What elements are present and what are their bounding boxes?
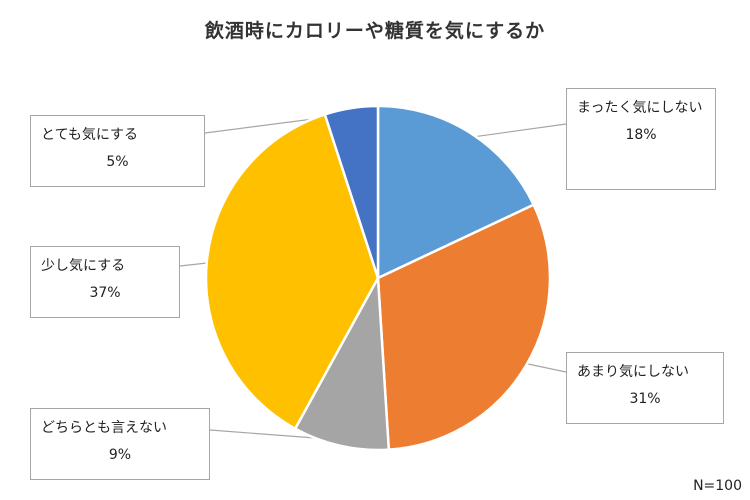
- callout-neither: どちらとも言えない 9%: [30, 408, 210, 480]
- chart-title: 飲酒時にカロリーや糖質を気にするか: [204, 20, 546, 42]
- pie-slice-neither: [293, 276, 391, 452]
- slice-label: まったく気にしない: [577, 100, 703, 116]
- slice-percent: 9%: [108, 446, 132, 463]
- slice-percent: 31%: [629, 390, 661, 407]
- pie-slice-very: [323, 104, 380, 280]
- slice-percent: 37%: [89, 284, 121, 301]
- pie-slice-much-not: [376, 104, 535, 280]
- leader-line-much-not: [466, 123, 567, 139]
- slice-label: とても気にする: [41, 127, 139, 143]
- slice-percent: 5%: [106, 153, 129, 170]
- leader-line-not-much: [520, 361, 567, 373]
- pie-slice-not-much: [376, 203, 552, 451]
- sample-size-note: N=100: [693, 478, 742, 494]
- slice-percent: 18%: [625, 126, 657, 143]
- callout-much-not: まったく気にしない 18%: [566, 88, 716, 190]
- pie-slice-somewhat: [204, 113, 380, 430]
- slice-label: どちらとも言えない: [41, 420, 167, 436]
- callout-very: とても気にする 5%: [30, 115, 205, 187]
- slice-label: 少し気にする: [41, 258, 126, 274]
- pie-slices: [204, 104, 552, 452]
- callout-not-much: あまり気にしない 31%: [566, 352, 724, 424]
- slice-label: あまり気にしない: [577, 364, 689, 380]
- callout-somewhat: 少し気にする 37%: [30, 246, 180, 318]
